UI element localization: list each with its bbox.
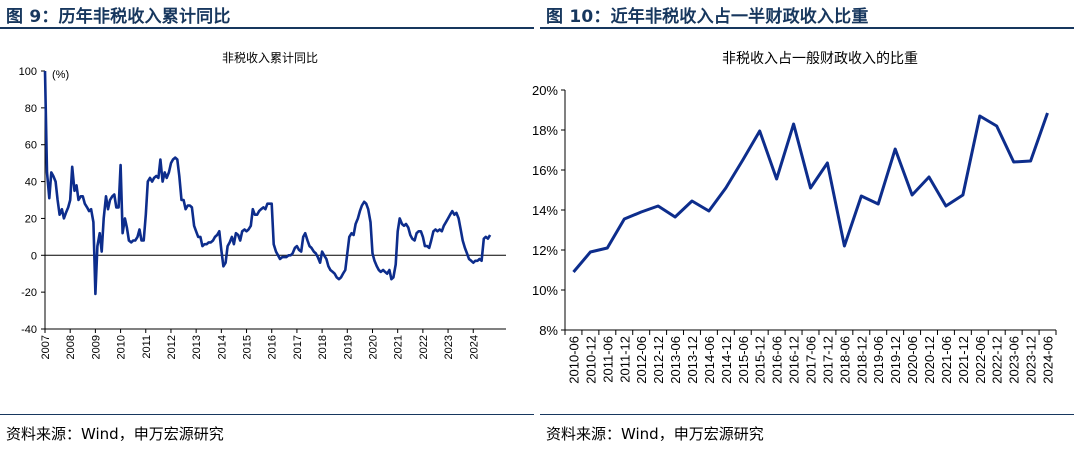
left-x-tick-label: 2010 xyxy=(116,335,128,359)
right-y-tick-label: 14% xyxy=(532,203,558,218)
left-x-tick-label: 2021 xyxy=(393,335,405,359)
left-x-tick-label: 2024 xyxy=(468,335,480,359)
right-series-line xyxy=(572,112,1049,273)
right-y-tick-label: 16% xyxy=(532,163,558,178)
left-x-tick-label: 2014 xyxy=(216,335,228,359)
right-x-tick-label: 2017-12 xyxy=(820,336,835,384)
left-x-tick-label: 2007 xyxy=(40,335,52,359)
right-x-tick-label: 2010-06 xyxy=(566,336,581,384)
left-x-tick-label: 2018 xyxy=(317,335,329,359)
left-y-tick-label: 0 xyxy=(31,250,37,262)
right-title-rule xyxy=(540,27,1074,29)
left-bottom-rule xyxy=(0,414,534,415)
right-x-tick-label: 2022-06 xyxy=(973,336,988,384)
right-line-chart: 非税收入占一般财政收入的比重 8% 10% 12% 14% 16% 18% 20% 2010-0… xyxy=(532,51,1057,384)
right-x-tick-label: 2016-12 xyxy=(787,336,802,384)
right-x-tick-label: 2014-06 xyxy=(702,336,717,384)
right-y-tick-label: 8% xyxy=(539,323,558,338)
right-x-tick-label: 2024-06 xyxy=(1041,336,1056,384)
left-x-tick-label: 2011 xyxy=(141,335,153,359)
left-x-tick-label: 2017 xyxy=(292,335,304,359)
left-line-chart: 非税收入累计同比 -40 -20 0 20 40 60 80 100 (%) 2007 2008 200… xyxy=(19,51,506,359)
right-y-tick-label: 20% xyxy=(532,83,558,98)
left-figure-title: 图 9：历年非税收入累计同比 xyxy=(6,7,231,27)
right-x-tick-label: 2019-06 xyxy=(871,336,886,384)
right-x-tick-label: 2015-06 xyxy=(736,336,751,384)
left-x-tick-label: 2022 xyxy=(418,335,430,359)
left-y-tick-label: 60 xyxy=(25,140,37,152)
right-chart-title: 非税收入占一般财政收入的比重 xyxy=(722,51,918,67)
right-x-tick-label: 2023-06 xyxy=(1007,336,1022,384)
right-x-tick-label: 2012-12 xyxy=(651,336,666,384)
right-y-tick-label: 12% xyxy=(532,243,558,258)
right-source-note: 资料来源：Wind，申万宏源研究 xyxy=(546,425,764,443)
right-x-tick-label: 2018-12 xyxy=(854,336,869,384)
right-x-tick-label: 2016-06 xyxy=(770,336,785,384)
left-x-tick-label: 2020 xyxy=(367,335,379,359)
left-y-tick-label: 40 xyxy=(25,177,37,189)
right-figure-title: 图 10：近年非税收入占一半财政收入比重 xyxy=(546,7,869,27)
right-x-tick-label: 2013-12 xyxy=(685,336,700,384)
left-chart-title: 非税收入累计同比 xyxy=(222,51,318,65)
right-x-tick-label: 2023-12 xyxy=(1024,336,1039,384)
left-y-tick-label: -20 xyxy=(21,287,37,299)
left-series-line xyxy=(43,70,492,296)
right-x-tick-label: 2019-12 xyxy=(888,336,903,384)
left-x-tick-label: 2013 xyxy=(191,335,203,359)
right-figure-panel: 图 10：近年非税收入占一半财政收入比重 非税收入占一般财政收入的比重 8% 10%… xyxy=(532,0,1080,454)
left-y-tick-label: 80 xyxy=(25,103,37,115)
right-y-tick-label: 18% xyxy=(532,123,558,138)
left-x-tick-label: 2016 xyxy=(267,335,279,359)
left-x-tick-label: 2019 xyxy=(342,335,354,359)
right-x-tick-label: 2013-06 xyxy=(668,336,683,384)
left-x-tick-label: 2009 xyxy=(90,335,102,359)
left-y-unit-label: (%) xyxy=(52,69,69,81)
left-x-tick-label: 2012 xyxy=(166,335,178,359)
right-x-tick-label: 2021-12 xyxy=(956,336,971,384)
right-x-tick-label: 2011-06 xyxy=(600,336,615,383)
left-x-tick-label: 2023 xyxy=(443,335,455,359)
right-x-tick-label: 2020-06 xyxy=(905,336,920,384)
right-x-tick-label: 2011-12 xyxy=(617,336,632,383)
right-x-tick-label: 2012-06 xyxy=(634,336,649,384)
right-x-tick-label: 2014-12 xyxy=(719,336,734,384)
left-y-tick-label: 20 xyxy=(25,213,37,225)
left-title-rule xyxy=(0,27,534,29)
right-x-tick-label: 2020-12 xyxy=(922,336,937,384)
right-x-tick-label: 2022-12 xyxy=(990,336,1005,384)
left-x-tick-label: 2015 xyxy=(242,335,254,359)
right-x-tick-label: 2017-06 xyxy=(804,336,819,384)
right-x-tick-label: 2010-12 xyxy=(583,336,598,384)
right-x-tick-label: 2018-06 xyxy=(837,336,852,384)
right-x-tick-label: 2015-12 xyxy=(753,336,768,384)
right-bottom-rule xyxy=(540,414,1074,415)
left-y-tick-label: -40 xyxy=(21,324,37,336)
left-figure-panel: 图 9：历年非税收入累计同比 非税收入累计同比 -40 -20 0 20 40 60 80 10… xyxy=(0,7,534,443)
left-y-tick-label: 100 xyxy=(19,66,37,78)
left-source-note: 资料来源：Wind，申万宏源研究 xyxy=(6,425,224,443)
right-y-tick-label: 10% xyxy=(532,283,558,298)
left-x-tick-label: 2008 xyxy=(65,335,77,359)
right-x-tick-label: 2021-06 xyxy=(939,336,954,384)
